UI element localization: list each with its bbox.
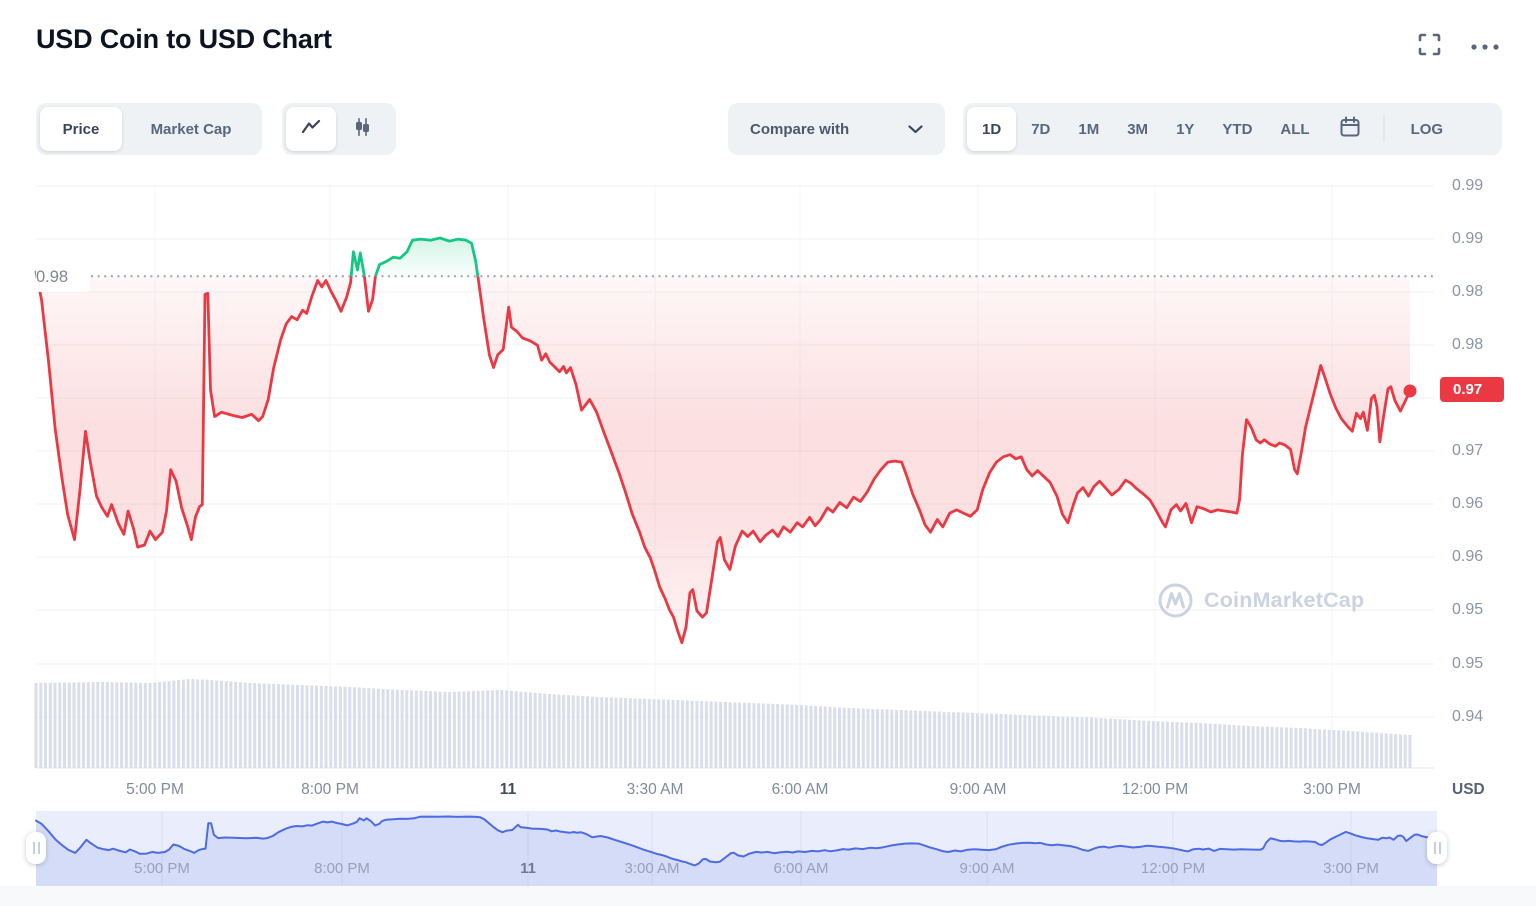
metric-toggle: Price Market Cap <box>36 103 262 155</box>
y-axis-label: 0.97 <box>1452 442 1484 459</box>
navigator-axis-label: 9:00 AM <box>959 860 1015 877</box>
price-chart-area[interactable] <box>36 170 1434 770</box>
x-axis-label: 3:00 PM <box>1303 781 1361 798</box>
price-tab[interactable]: Price <box>40 107 122 151</box>
y-axis-label: 0.96 <box>1452 548 1484 565</box>
fullscreen-icon <box>1417 32 1442 60</box>
baseline-price-value: 0.98 <box>36 268 69 286</box>
x-axis-label: 11 <box>499 781 517 798</box>
range-ytd[interactable]: YTD <box>1209 107 1265 151</box>
navigator-axis-label: 12:00 PM <box>1140 860 1206 877</box>
x-axis-label: 8:00 PM <box>301 781 359 798</box>
candlestick-icon <box>352 117 372 141</box>
fullscreen-button[interactable] <box>1417 32 1442 60</box>
navigator-axis-label: 11 <box>520 860 536 877</box>
watermark: CoinMarketCap <box>1157 582 1364 619</box>
compare-with-button[interactable]: Compare with <box>728 103 945 155</box>
range-selector: 1D 7D 1M 3M 1Y YTD ALL LOG <box>963 103 1502 155</box>
x-axis-label: 9:00 AM <box>949 781 1007 798</box>
x-axis-label: 3:30 AM <box>626 781 684 798</box>
divider <box>1382 116 1385 142</box>
range-1d[interactable]: 1D <box>967 107 1017 151</box>
chart-type-toggle <box>282 103 396 155</box>
header: USD Coin to USD Chart <box>36 24 1500 64</box>
navigator-axis-label: 3:00 AM <box>624 860 680 877</box>
coinmarketcap-logo-icon <box>1157 582 1194 619</box>
range-1m[interactable]: 1M <box>1065 107 1112 151</box>
navigator-axis-label: 6:00 AM <box>773 860 829 877</box>
y-axis-label: 0.96 <box>1452 495 1484 512</box>
navigator-axis-label: 3:00 PM <box>1323 860 1379 877</box>
log-scale-button[interactable]: LOG <box>1393 107 1462 151</box>
y-axis-label: 0.99 <box>1452 177 1484 194</box>
current-price-badge: 0.97 <box>1440 377 1504 402</box>
navigator-axis-label: 8:00 PM <box>314 860 370 877</box>
line-chart-icon <box>300 118 322 140</box>
navigator-handle-right[interactable] <box>1427 832 1447 864</box>
calendar-button[interactable] <box>1325 107 1375 151</box>
more-options-button[interactable] <box>1470 39 1500 54</box>
currency-unit-label: USD <box>1452 781 1485 798</box>
market-cap-tab[interactable]: Market Cap <box>124 107 258 151</box>
y-axis-label: 0.98 <box>1452 336 1484 353</box>
line-chart-button[interactable] <box>286 107 336 151</box>
navigator-track[interactable] <box>36 811 1437 886</box>
navigator-axis-label: 5:00 PM <box>134 860 190 877</box>
y-axis-label: 0.95 <box>1452 601 1484 618</box>
calendar-icon <box>1339 116 1361 142</box>
range-all[interactable]: ALL <box>1267 107 1322 151</box>
range-7d[interactable]: 7D <box>1018 107 1063 151</box>
page-title: USD Coin to USD Chart <box>36 24 332 54</box>
baseline-price-label: 0.98 <box>36 263 90 292</box>
range-1y[interactable]: 1Y <box>1163 107 1207 151</box>
header-icons <box>1417 32 1500 60</box>
candlestick-chart-button[interactable] <box>338 107 386 151</box>
x-axis-label: 6:00 AM <box>771 781 829 798</box>
y-axis-label: 0.95 <box>1452 655 1484 672</box>
range-3m[interactable]: 3M <box>1114 107 1161 151</box>
y-axis-label: 0.98 <box>1452 283 1484 300</box>
x-axis-label: 5:00 PM <box>126 781 184 798</box>
y-axis-label: 0.99 <box>1452 230 1484 247</box>
x-axis-label: 12:00 PM <box>1121 781 1189 798</box>
current-price-value: 0.97 <box>1453 381 1483 398</box>
chevron-down-icon <box>908 121 923 138</box>
compare-with-label: Compare with <box>750 120 850 138</box>
navigator-handle-left[interactable] <box>26 832 46 864</box>
y-axis-label: 0.94 <box>1452 708 1484 725</box>
ellipsis-icon <box>1470 39 1500 54</box>
toolbar: Price Market Cap Comp <box>36 103 1502 155</box>
watermark-text: CoinMarketCap <box>1204 588 1365 612</box>
footer-strip <box>0 886 1536 906</box>
